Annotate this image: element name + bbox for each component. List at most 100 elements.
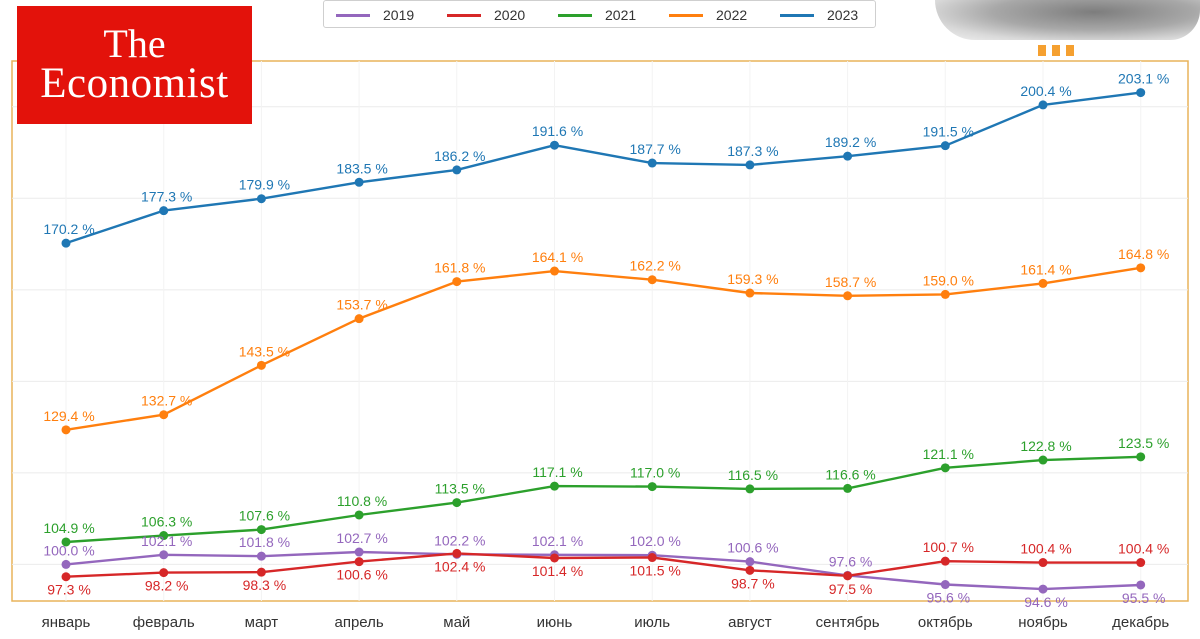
data-label-2022: 129.4 % <box>43 408 94 424</box>
data-point-2021 <box>1038 455 1048 465</box>
x-tick-label: май <box>443 614 470 631</box>
data-point-2022 <box>940 289 950 299</box>
blurred-overlay <box>935 0 1200 40</box>
data-point-2019 <box>1038 584 1048 594</box>
data-point-2020 <box>1136 558 1146 568</box>
data-label-2022: 164.1 % <box>532 249 583 265</box>
x-tick-label: январь <box>42 614 91 631</box>
x-tick-label: март <box>245 614 279 631</box>
economist-logo: The Economist <box>17 6 252 124</box>
data-label-2020: 98.7 % <box>731 575 775 591</box>
data-label-2022: 153.7 % <box>336 297 387 313</box>
series-line-2020 <box>65 552 1141 578</box>
data-point-2020 <box>256 567 266 577</box>
data-label-2022: 158.7 % <box>825 274 876 290</box>
data-point-2023 <box>256 194 266 204</box>
data-point-2022 <box>452 277 462 287</box>
x-tick-label: октябрь <box>918 614 973 631</box>
data-point-2021 <box>452 498 462 508</box>
data-point-2022 <box>1038 278 1048 288</box>
data-label-2022: 143.5 % <box>239 343 290 359</box>
logo-line-1: The <box>103 21 166 66</box>
data-label-2021: 104.9 % <box>43 520 94 536</box>
data-point-2021 <box>940 463 950 473</box>
data-point-2023 <box>843 151 853 161</box>
data-point-2020 <box>1038 558 1048 568</box>
data-point-2021 <box>1136 452 1146 462</box>
x-tick-label: февраль <box>133 614 195 631</box>
series-line-2023 <box>65 91 1141 245</box>
data-point-2023 <box>647 158 657 168</box>
data-point-2023 <box>61 238 71 248</box>
data-point-2021 <box>843 483 853 493</box>
data-label-2022: 162.2 % <box>630 258 681 274</box>
data-label-2021: 121.1 % <box>923 446 974 462</box>
legend-swatch-2022 <box>669 14 703 17</box>
data-label-2020: 102.4 % <box>434 558 485 574</box>
data-label-2021: 117.1 % <box>532 464 582 480</box>
data-point-2019 <box>354 547 364 557</box>
data-label-2022: 132.7 % <box>141 393 192 409</box>
data-label-2023: 186.2 % <box>434 148 485 164</box>
data-point-2019 <box>745 557 755 567</box>
data-label-2023: 203.1 % <box>1118 71 1169 87</box>
data-point-2022 <box>159 410 169 420</box>
chart-legend: 2019 2020 2021 2022 2023 <box>323 0 876 28</box>
data-label-2019: 102.1 % <box>141 533 192 549</box>
data-point-2023 <box>550 140 559 150</box>
data-label-2020: 98.3 % <box>243 577 287 593</box>
data-label-2023: 189.2 % <box>825 134 876 150</box>
data-point-2020 <box>159 568 169 578</box>
data-point-2023 <box>745 160 755 170</box>
data-point-2021 <box>256 525 266 535</box>
data-label-2020: 100.4 % <box>1020 541 1071 557</box>
data-point-2022 <box>647 275 657 285</box>
data-point-2021 <box>354 510 364 520</box>
data-point-2023 <box>1136 88 1146 98</box>
series-points <box>61 88 1146 594</box>
logo-line-2: Economist <box>40 60 229 107</box>
data-label-2023: 191.5 % <box>923 124 974 140</box>
data-labels: 100.0 % 102.1 % 101.8 % 102.7 % 102.2 % 102.1… <box>43 71 1169 611</box>
data-label-2021: 117.0 % <box>630 465 680 481</box>
data-point-2023 <box>940 141 950 151</box>
data-point-2023 <box>452 165 462 175</box>
x-tick-label: декабрь <box>1112 614 1169 631</box>
data-label-2020: 97.5 % <box>829 581 873 597</box>
data-label-2019: 101.8 % <box>239 534 290 550</box>
data-point-2022 <box>256 360 266 370</box>
series-lines <box>65 91 1141 591</box>
data-point-2019 <box>940 580 950 590</box>
data-label-2021: 107.6 % <box>239 508 290 524</box>
legend-label-2022: 2022 <box>716 7 748 23</box>
data-point-2022 <box>1136 263 1146 273</box>
x-tick-label: ноябрь <box>1018 614 1068 631</box>
data-label-2020: 97.3 % <box>47 582 91 598</box>
data-label-2023: 187.3 % <box>727 143 778 159</box>
data-label-2021: 113.5 % <box>435 481 485 497</box>
legend-label-2023: 2023 <box>827 7 859 23</box>
data-label-2019: 95.5 % <box>1122 590 1166 606</box>
plot-frame <box>11 60 1189 602</box>
x-tick-label: июль <box>634 614 670 631</box>
data-point-2022 <box>843 291 853 301</box>
data-label-2021: 116.6 % <box>825 466 875 482</box>
data-point-2020 <box>354 557 364 567</box>
x-axis-ticks: январь февраль март апрель май июнь июль август… <box>42 614 1170 631</box>
data-label-2019: 97.6 % <box>829 553 873 569</box>
data-point-2021 <box>159 531 169 541</box>
data-point-2019 <box>61 559 71 569</box>
data-label-2022: 161.4 % <box>1020 261 1071 277</box>
legend-swatch-2021 <box>558 14 592 17</box>
data-label-2020: 100.7 % <box>923 539 974 555</box>
data-label-2023: 179.9 % <box>239 177 290 193</box>
legend-swatch-2019 <box>336 14 370 17</box>
data-point-2021 <box>61 537 71 547</box>
data-label-2021: 116.5 % <box>728 467 778 483</box>
data-point-2022 <box>745 288 755 298</box>
data-point-2021 <box>550 481 559 491</box>
data-point-2020 <box>940 556 950 566</box>
data-label-2021: 106.3 % <box>141 514 192 530</box>
data-point-2020 <box>550 553 559 563</box>
